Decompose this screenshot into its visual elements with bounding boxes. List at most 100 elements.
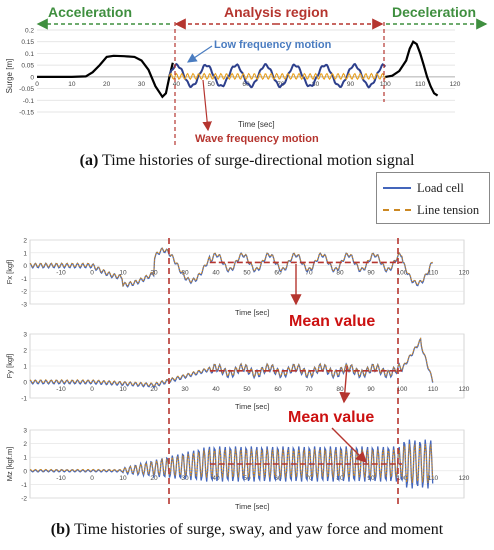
- load-cell-series-line: [29, 337, 434, 388]
- force-y-tick-label: 1: [23, 250, 27, 257]
- force-y-tick-label: 1: [23, 455, 27, 462]
- force-x-tick-label: 110: [428, 270, 439, 277]
- force-x-tick-label: -10: [56, 386, 66, 393]
- force-x-tick-label: 60: [274, 386, 282, 393]
- line-tension-series-line: [29, 247, 433, 288]
- force-x-tick-label: -10: [56, 475, 66, 482]
- force-x-tick-label: 70: [305, 270, 313, 277]
- force-x-tick-label: 50: [243, 386, 251, 393]
- force-y-tick-label: 3: [23, 428, 27, 435]
- force-y-tick-label: -1: [21, 396, 27, 403]
- force-x-tick-label: 80: [336, 386, 344, 393]
- low-frequency-motion-line: [168, 62, 387, 89]
- caption-a-text: Time histories of surge-directional moti…: [98, 152, 415, 169]
- mean-value-arrow-2: [339, 365, 351, 404]
- deceleration-label: Deceleration: [392, 4, 476, 20]
- force-x-tick-label: 20: [150, 386, 158, 393]
- force-x-tick-label: 10: [119, 270, 127, 277]
- surge-y-tick-label: -0.15: [19, 110, 34, 117]
- force-x-tick-label: 110: [428, 386, 439, 393]
- surge-y-tick-label: 0.1: [25, 51, 34, 58]
- acceleration-label: Acceleration: [48, 4, 132, 20]
- force-x-tick-label: 50: [243, 475, 251, 482]
- legend-label-line-tension: Line tension: [417, 202, 480, 217]
- force-x-tick-label: 100: [397, 270, 408, 277]
- force-x-tick-label: 120: [459, 270, 470, 277]
- force-x-tick-label: 120: [459, 475, 470, 482]
- load-cell-series-line: [29, 439, 434, 489]
- force-x-tick-label: 90: [367, 386, 375, 393]
- surge-x-tick-label: 50: [208, 81, 216, 88]
- force-x-tick-label: 40: [212, 270, 220, 277]
- caption-a-prefix: (a): [79, 152, 99, 169]
- force-x-tick-label: 110: [428, 475, 439, 482]
- force-x-tick-label: 100: [397, 386, 408, 393]
- surge-x-tick-label: 120: [450, 81, 461, 88]
- force-x-tick-label: 60: [274, 475, 282, 482]
- surge-signal-line: [385, 40, 439, 97]
- caption-b-text: Time histories of surge, sway, and yaw f…: [70, 521, 444, 538]
- force-y-tick-label: 2: [23, 238, 27, 245]
- force-x-tick-label: 0: [90, 386, 94, 393]
- surge-signal-line: [37, 54, 174, 99]
- legend-item-load-cell: Load cell: [383, 180, 464, 196]
- surge-x-tick-label: 0: [35, 81, 39, 88]
- force-x-tick-label: 120: [459, 386, 470, 393]
- wave-frequency-motion-line: [168, 72, 386, 81]
- wave-frequency-arrow: [202, 79, 212, 132]
- force-y-axis-label: Mz [kgf.m]: [5, 447, 14, 482]
- force-x-tick-label: 80: [336, 475, 344, 482]
- caption-b-prefix: (b): [50, 521, 71, 538]
- low-frequency-label: Low frequency motion: [214, 39, 332, 51]
- low-frequency-arrow: [187, 45, 213, 63]
- surge-x-axis-label: Time [sec]: [238, 120, 275, 129]
- force-y-axis-label: Fy [kgf]: [5, 354, 14, 379]
- caption-a: (a) Time histories of surge-directional …: [0, 152, 494, 170]
- surge-y-axis-label: Surge [m]: [5, 59, 14, 94]
- force-x-tick-label: 0: [90, 475, 94, 482]
- surge-y-tick-label: 0: [30, 74, 34, 81]
- load-cell-swatch: [383, 187, 411, 189]
- force-x-tick-label: 50: [243, 270, 251, 277]
- force-x-axis-label: Time [sec]: [235, 502, 269, 511]
- force-y-tick-label: 0: [23, 263, 27, 270]
- surge-y-tick-label: 0.15: [21, 39, 34, 46]
- force-y-tick-label: -2: [21, 289, 27, 296]
- force-x-axis-label: Time [sec]: [235, 308, 269, 317]
- force-x-axis-label: Time [sec]: [235, 402, 269, 411]
- surge-x-tick-label: 80: [312, 81, 320, 88]
- surge-y-tick-label: 0.05: [21, 63, 34, 70]
- force-y-tick-label: -1: [21, 276, 27, 283]
- force-x-tick-label: 90: [367, 270, 375, 277]
- force-y-tick-label: 0: [23, 468, 27, 475]
- surge-x-tick-label: 60: [242, 81, 250, 88]
- surge-x-tick-label: 100: [380, 81, 391, 88]
- legend-label-load-cell: Load cell: [417, 180, 464, 195]
- surge-x-tick-label: 90: [347, 81, 355, 88]
- force-y-axis-label: Fx [kgf]: [5, 260, 14, 285]
- force-x-tick-label: 40: [212, 386, 220, 393]
- analysis-region-label: Analysis region: [224, 4, 328, 20]
- surge-x-tick-label: 10: [68, 81, 76, 88]
- force-y-tick-label: -1: [21, 482, 27, 489]
- surge-y-tick-label: -0.05: [19, 86, 34, 93]
- surge-x-tick-label: 20: [103, 81, 111, 88]
- mean-value-arrow-3: [331, 427, 367, 463]
- force-y-tick-label: 2: [23, 441, 27, 448]
- wave-frequency-label: Wave frequency motion: [195, 133, 319, 145]
- force-x-tick-label: 0: [90, 270, 94, 277]
- force-x-tick-label: 70: [305, 386, 313, 393]
- legend-item-line-tension: Line tension: [383, 202, 479, 218]
- force-x-tick-label: 70: [305, 475, 313, 482]
- force-x-tick-label: 80: [336, 270, 344, 277]
- surge-x-tick-label: 110: [415, 81, 426, 88]
- force-y-tick-label: 3: [23, 332, 27, 339]
- line-tension-series-line: [29, 337, 434, 387]
- force-x-tick-label: 10: [119, 475, 127, 482]
- force-x-tick-label: 30: [181, 386, 189, 393]
- line-tension-series-line: [29, 443, 434, 484]
- surge-x-tick-label: 40: [173, 81, 181, 88]
- force-x-tick-label: 60: [274, 270, 282, 277]
